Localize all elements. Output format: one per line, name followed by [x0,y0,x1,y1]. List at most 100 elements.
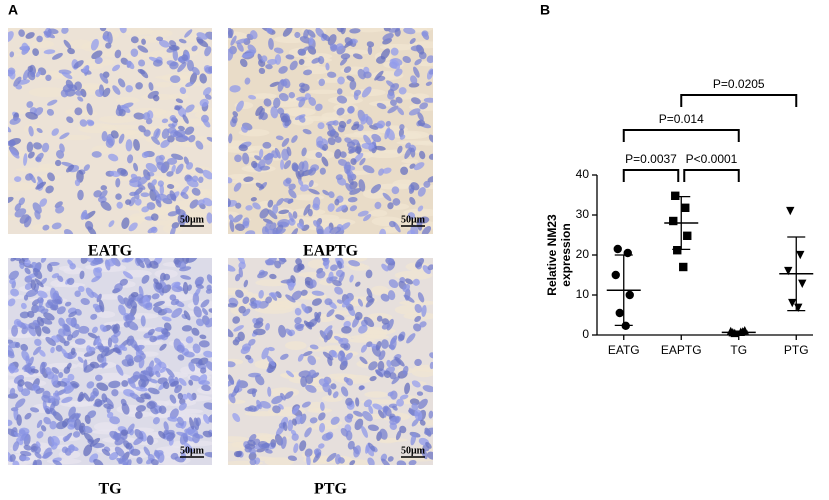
nucleus [391,375,400,385]
nucleus [361,86,372,98]
nucleus [182,281,189,295]
nucleus [247,44,257,54]
nucleus [74,107,83,116]
nucleus [330,264,338,272]
nucleus [284,391,294,399]
nucleus [176,344,185,353]
nucleus [307,29,316,38]
nucleus [205,288,212,294]
nucleus [343,66,352,74]
nucleus [417,187,426,197]
nucleus [165,368,175,378]
nucleus [58,317,65,327]
nucleus [63,228,74,234]
nucleus [416,391,424,396]
stroma [307,89,339,95]
nucleus [389,58,401,70]
nucleus [74,308,82,316]
nucleus [106,411,114,419]
nucleus [112,85,121,95]
nucleus [49,407,57,416]
nucleus [135,386,148,392]
nucleus [362,411,373,422]
nucleus [120,429,129,436]
nucleus [252,202,261,210]
nucleus [399,134,406,140]
nucleus [277,107,285,115]
nucleus [43,312,55,321]
nucleus [36,316,45,327]
nucleus [198,340,210,348]
nucleus [202,197,212,207]
nucleus [191,327,200,336]
nucleus [277,79,285,92]
nucleus [346,118,352,125]
nucleus [8,31,14,43]
nucleus [242,152,250,165]
nucleus [362,165,375,174]
nucleus [42,224,50,231]
nucleus [402,365,409,375]
nucleus [347,146,355,153]
nucleus [163,421,169,432]
nucleus [145,366,153,373]
nucleus [105,42,112,49]
stroma [31,40,55,49]
nucleus [381,318,390,325]
nucleus [332,391,339,399]
nucleus [428,153,433,160]
nucleus [243,176,254,182]
nucleus [386,359,392,368]
nucleus [145,302,153,311]
nucleus [163,273,171,281]
nucleus [317,122,325,130]
nucleus [336,107,345,116]
nucleus [156,335,166,340]
nucleus [17,379,25,387]
stroma [284,107,316,117]
nucleus [292,405,300,415]
nucleus [114,283,123,292]
nucleus [195,140,204,150]
stroma [47,362,78,370]
nucleus [183,156,190,165]
nucleus [340,386,349,397]
nucleus [374,70,384,81]
nucleus [126,60,135,70]
nucleus [353,445,361,458]
stroma [264,457,295,465]
nucleus [425,81,433,86]
nucleus [23,444,32,451]
nucleus [243,279,249,288]
nucleus [206,136,212,143]
nucleus [186,178,199,188]
nucleus [108,153,119,162]
nucleus [247,388,258,395]
nucleus [51,367,60,374]
nucleus [162,381,170,390]
nucleus [14,176,22,182]
point [613,244,622,254]
panel-label: A [8,2,18,18]
nucleus [85,220,94,231]
nucleus [50,346,55,354]
nucleus [414,303,423,313]
nucleus [177,354,185,361]
nucleus [363,214,372,222]
nucleus [397,107,405,116]
nucleus [391,186,400,195]
nucleus [236,100,244,112]
nucleus [94,398,103,408]
nucleus [248,452,257,461]
nucleus [168,123,176,129]
nucleus [169,294,177,301]
nucleus [100,347,110,358]
nucleus [189,417,195,430]
nucleus [155,282,163,290]
nucleus [201,384,211,392]
nucleus [232,412,241,423]
nucleus [238,305,246,314]
nucleus [363,71,372,79]
nucleus [408,459,417,465]
nucleus [157,180,164,187]
